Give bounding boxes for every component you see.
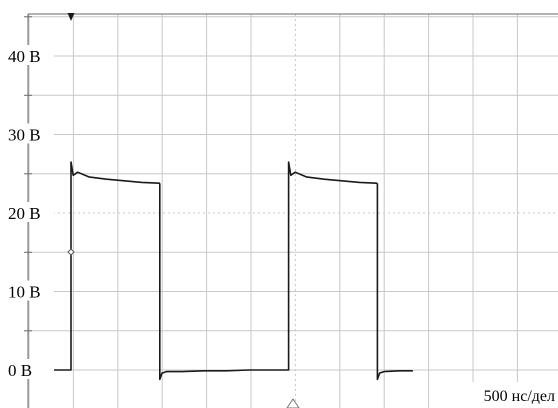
graticule-axes <box>24 13 558 408</box>
y-tick-label-bg <box>4 202 54 222</box>
timebase-label: 500 нс/дел <box>484 388 555 405</box>
y-tick-label-bg <box>4 359 54 379</box>
waveform-trace <box>48 161 413 381</box>
graticule-grid <box>28 14 558 408</box>
y-tick-label: 20 В <box>8 204 41 223</box>
trigger-position-icon <box>67 13 75 21</box>
y-tick-label: 0 В <box>8 361 32 380</box>
waveform-trace-group <box>48 161 413 381</box>
y-tick-label: 40 В <box>8 47 41 66</box>
trigger-level-icon <box>67 248 75 256</box>
time-position-icon <box>286 398 300 408</box>
y-tick-label: 30 В <box>8 126 41 145</box>
y-tick-label-bg <box>4 280 54 301</box>
y-tick-labels: 0 В 10 В 20 В 30 В 40 В <box>4 45 54 380</box>
y-tick-label-bg <box>4 123 54 144</box>
timebase-label-bg <box>451 382 558 408</box>
y-tick-label: 10 В <box>8 283 41 302</box>
scope-markers <box>67 13 300 408</box>
y-tick-label-bg <box>4 45 54 65</box>
